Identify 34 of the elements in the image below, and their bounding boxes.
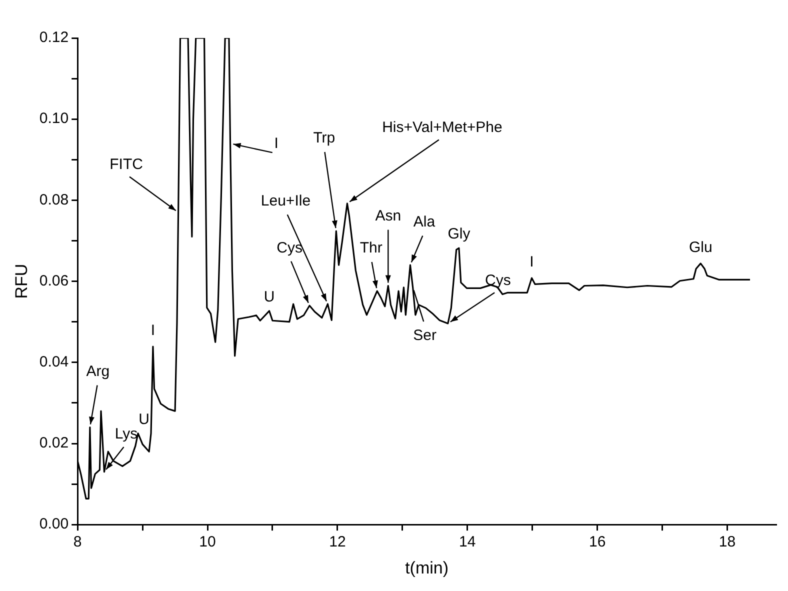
x-tick-label: 18 <box>718 534 736 551</box>
annotation: Thr <box>360 240 382 257</box>
annotation: Cys <box>484 272 511 290</box>
annotation: FITC <box>110 156 144 174</box>
annotation: U <box>138 411 150 428</box>
annotation: I <box>150 322 156 340</box>
x-tick-label: 16 <box>588 534 606 551</box>
y-tick-label: 0.02 <box>39 434 69 452</box>
annotation: Ala <box>413 214 436 231</box>
y-tick-label: 0.08 <box>39 191 69 208</box>
annotation: U <box>264 288 275 306</box>
x-tick-label: 10 <box>199 534 216 551</box>
x-axis-title: t(min) <box>405 558 449 578</box>
y-tick-label: 0.12 <box>39 29 69 46</box>
annotation: Glu <box>688 239 712 256</box>
x-tick-label: 12 <box>329 534 346 551</box>
x-tick-label: 8 <box>73 534 82 551</box>
annotation: His+Val+Met+Phe <box>382 119 502 136</box>
y-tick-label: 0.06 <box>39 272 69 290</box>
annotation: Ser <box>413 327 437 344</box>
annotation: Arg <box>86 362 110 380</box>
y-tick-label: 0.04 <box>39 354 69 371</box>
x-tick-label: 14 <box>459 534 476 551</box>
annotation: Lys <box>114 426 138 443</box>
y-axis-title: RFU <box>12 264 31 299</box>
annotation: Gly <box>448 226 471 243</box>
annotation: Cys <box>276 239 302 256</box>
y-tick-label: 0.10 <box>39 110 69 128</box>
annotation: I <box>274 135 278 152</box>
annotation: Asn <box>375 207 402 224</box>
annotation: I <box>530 254 534 271</box>
annotation: Leu+Ile <box>260 192 311 210</box>
annotation: Trp <box>313 130 336 147</box>
y-tick-label: 0.00 <box>39 516 69 533</box>
